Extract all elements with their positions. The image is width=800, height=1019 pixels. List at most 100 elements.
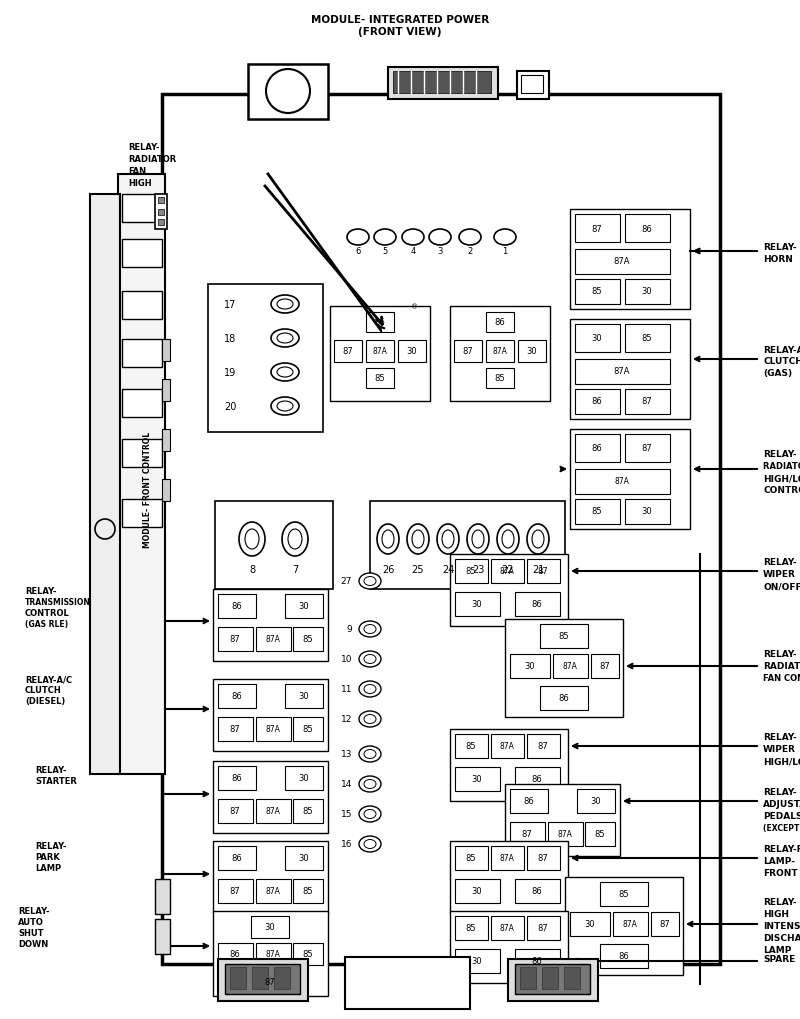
Bar <box>218 766 256 790</box>
Ellipse shape <box>364 810 376 818</box>
Text: 87A: 87A <box>493 347 507 357</box>
Bar <box>540 687 588 710</box>
Text: 87A: 87A <box>562 662 578 671</box>
Text: 86: 86 <box>532 887 542 896</box>
Bar <box>591 654 619 679</box>
Text: 86: 86 <box>232 773 242 783</box>
Ellipse shape <box>364 577 376 586</box>
Bar <box>505 785 620 856</box>
Ellipse shape <box>277 333 293 343</box>
Text: 87A: 87A <box>266 887 281 896</box>
Ellipse shape <box>359 746 381 762</box>
Text: 30: 30 <box>472 600 482 609</box>
Text: FAN: FAN <box>128 167 146 176</box>
Text: 30: 30 <box>642 507 652 516</box>
Bar <box>450 307 550 401</box>
Text: SPARE: SPARE <box>763 955 795 964</box>
Text: CONTROL: CONTROL <box>763 486 800 495</box>
Text: RADIATOR: RADIATOR <box>128 155 176 164</box>
Text: 86: 86 <box>232 692 242 701</box>
Text: 85: 85 <box>494 374 506 383</box>
Ellipse shape <box>347 229 369 246</box>
Bar <box>370 501 565 589</box>
Text: 30: 30 <box>406 347 418 357</box>
Text: 87: 87 <box>642 444 652 453</box>
Bar <box>570 320 690 420</box>
Bar <box>486 340 514 363</box>
Bar <box>575 360 670 384</box>
Text: RELAY-: RELAY- <box>763 450 797 459</box>
Bar <box>208 284 323 433</box>
Text: 87: 87 <box>592 224 602 233</box>
Bar <box>450 730 568 801</box>
Text: (EXCEPT MEMORY): (EXCEPT MEMORY) <box>763 823 800 833</box>
Bar <box>213 680 328 751</box>
Text: 85: 85 <box>302 725 314 734</box>
Bar <box>162 430 170 451</box>
Bar <box>455 879 500 903</box>
Bar <box>625 499 670 525</box>
Text: 10: 10 <box>341 655 352 663</box>
Bar <box>218 846 256 870</box>
Bar <box>515 949 560 973</box>
Bar <box>491 559 524 584</box>
Ellipse shape <box>288 530 302 549</box>
Text: 30: 30 <box>585 919 595 928</box>
Bar <box>256 717 291 741</box>
Bar <box>293 943 323 965</box>
Bar <box>625 325 670 353</box>
Text: 85: 85 <box>642 334 652 343</box>
Text: DOWN: DOWN <box>18 940 48 949</box>
Text: 13: 13 <box>341 750 352 759</box>
Ellipse shape <box>359 651 381 667</box>
Bar <box>158 198 164 204</box>
Text: RELAY-FOG: RELAY-FOG <box>763 845 800 854</box>
Text: 86: 86 <box>524 797 534 806</box>
Bar <box>230 967 246 989</box>
Text: 6: 6 <box>355 248 361 256</box>
Bar <box>293 717 323 741</box>
Bar <box>570 912 610 936</box>
Bar <box>218 879 253 903</box>
Text: 87: 87 <box>660 919 670 928</box>
Text: HORN: HORN <box>763 255 793 264</box>
Ellipse shape <box>364 655 376 663</box>
Ellipse shape <box>467 525 489 554</box>
Text: 87: 87 <box>230 807 240 815</box>
Bar <box>155 919 170 954</box>
Text: 85: 85 <box>466 854 476 863</box>
Bar <box>393 72 491 94</box>
Text: 30: 30 <box>525 662 535 671</box>
Bar <box>251 916 289 938</box>
Text: 85: 85 <box>302 887 314 896</box>
Bar <box>455 949 500 973</box>
Bar <box>366 313 394 332</box>
Text: RELAY-: RELAY- <box>763 733 797 742</box>
Ellipse shape <box>271 364 299 382</box>
Bar <box>218 959 308 1001</box>
Text: RADIATOR: RADIATOR <box>763 662 800 671</box>
Text: 87A: 87A <box>499 567 514 576</box>
Bar <box>256 799 291 823</box>
Bar <box>455 916 488 941</box>
Text: FAN CONTROL: FAN CONTROL <box>763 674 800 683</box>
Ellipse shape <box>282 523 308 556</box>
Bar <box>155 195 167 229</box>
Bar <box>518 340 546 363</box>
Bar <box>455 846 488 870</box>
Text: 30: 30 <box>472 957 482 966</box>
Bar <box>510 790 548 813</box>
Ellipse shape <box>437 525 459 554</box>
Text: ®: ® <box>411 304 418 310</box>
Text: 3: 3 <box>438 248 442 256</box>
Bar <box>162 95 720 964</box>
Bar <box>213 911 328 996</box>
Text: 86: 86 <box>592 444 602 453</box>
Bar <box>218 594 256 619</box>
Ellipse shape <box>407 525 429 554</box>
Text: 30: 30 <box>298 602 310 611</box>
Bar <box>398 340 426 363</box>
Text: 26: 26 <box>382 565 394 575</box>
Text: 87A: 87A <box>558 829 573 839</box>
Ellipse shape <box>359 776 381 792</box>
